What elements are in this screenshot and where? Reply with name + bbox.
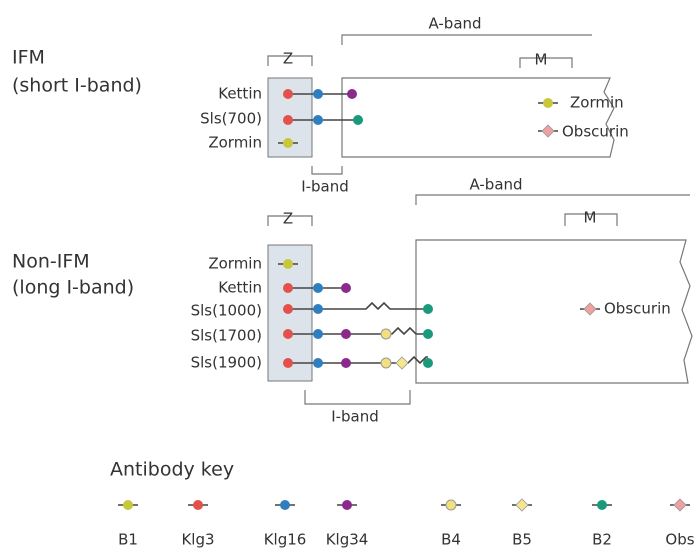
section-subtitle: (short I-band) bbox=[12, 75, 142, 97]
antibody-marker bbox=[543, 98, 553, 108]
row-label: Sls(1700) bbox=[191, 327, 262, 345]
row-label: Zormin bbox=[208, 134, 262, 152]
antibody-marker bbox=[283, 358, 293, 368]
m-label: M bbox=[535, 51, 548, 69]
antibody-marker bbox=[341, 329, 351, 339]
a-band-bracket bbox=[416, 195, 690, 205]
antibody-marker bbox=[423, 329, 433, 339]
antibody-marker bbox=[674, 499, 686, 511]
key-label: Klg34 bbox=[326, 531, 369, 549]
key-label: B4 bbox=[441, 531, 461, 549]
antibody-marker bbox=[283, 283, 293, 293]
i-band-label: I-band bbox=[301, 178, 349, 196]
z-label: Z bbox=[283, 210, 293, 228]
row-label: Kettin bbox=[218, 279, 262, 297]
antibody-marker bbox=[584, 303, 596, 315]
i-band-bracket bbox=[305, 390, 410, 404]
antibody-marker bbox=[313, 283, 323, 293]
key-label: B2 bbox=[592, 531, 612, 549]
antibody-marker bbox=[446, 500, 456, 510]
side-label: Obscurin bbox=[562, 123, 629, 141]
a-band-label: A-band bbox=[469, 176, 522, 194]
section-subtitle: (long I-band) bbox=[12, 277, 134, 299]
key-label: Klg16 bbox=[264, 531, 307, 549]
antibody-marker bbox=[283, 259, 293, 269]
a-band-bracket bbox=[342, 35, 592, 45]
antibody-marker bbox=[313, 115, 323, 125]
key-label: Obs bbox=[665, 531, 694, 549]
i-band-bracket bbox=[312, 166, 342, 174]
key-label: Klg3 bbox=[181, 531, 214, 549]
section-title: Non-IFM bbox=[12, 251, 90, 273]
antibody-marker bbox=[342, 500, 352, 510]
antibody-marker bbox=[283, 138, 293, 148]
a-band-box bbox=[342, 78, 614, 157]
row-label: Sls(700) bbox=[200, 110, 262, 128]
diagram: IFM (short I-band) Z A-band M I-band Ket… bbox=[0, 0, 700, 554]
antibody-marker bbox=[396, 357, 408, 369]
antibody-marker bbox=[353, 115, 363, 125]
antibody-marker bbox=[423, 358, 433, 368]
antibody-marker bbox=[347, 89, 357, 99]
key-label: B1 bbox=[118, 531, 138, 549]
antibody-marker bbox=[381, 358, 391, 368]
m-label: M bbox=[584, 209, 597, 227]
antibody-marker bbox=[381, 329, 391, 339]
row-label: Sls(1900) bbox=[191, 354, 262, 372]
row-label: Sls(1000) bbox=[191, 302, 262, 320]
antibody-marker bbox=[516, 499, 528, 511]
antibody-marker bbox=[280, 500, 290, 510]
key-label: B5 bbox=[512, 531, 532, 549]
antibody-marker bbox=[341, 283, 351, 293]
antibody-marker bbox=[542, 125, 554, 137]
antibody-marker bbox=[313, 304, 323, 314]
antibody-marker bbox=[313, 329, 323, 339]
section-title: IFM bbox=[12, 47, 45, 69]
z-label: Z bbox=[283, 50, 293, 68]
antibody-marker bbox=[283, 329, 293, 339]
antibody-marker bbox=[597, 500, 607, 510]
antibody-marker bbox=[313, 358, 323, 368]
a-band-label: A-band bbox=[428, 15, 481, 33]
row-label: Kettin bbox=[218, 85, 262, 103]
antibody-marker bbox=[283, 89, 293, 99]
antibody-marker bbox=[313, 89, 323, 99]
antibody-marker bbox=[123, 500, 133, 510]
side-label: Zormin bbox=[570, 94, 624, 112]
antibody-marker bbox=[283, 115, 293, 125]
antibody-marker bbox=[283, 304, 293, 314]
row-label: Zormin bbox=[208, 255, 262, 273]
antibody-marker bbox=[423, 304, 433, 314]
i-band-label: I-band bbox=[331, 408, 379, 426]
antibody-marker bbox=[341, 358, 351, 368]
key-title: Antibody key bbox=[110, 459, 234, 481]
antibody-marker bbox=[193, 500, 203, 510]
side-label: Obscurin bbox=[604, 300, 671, 318]
